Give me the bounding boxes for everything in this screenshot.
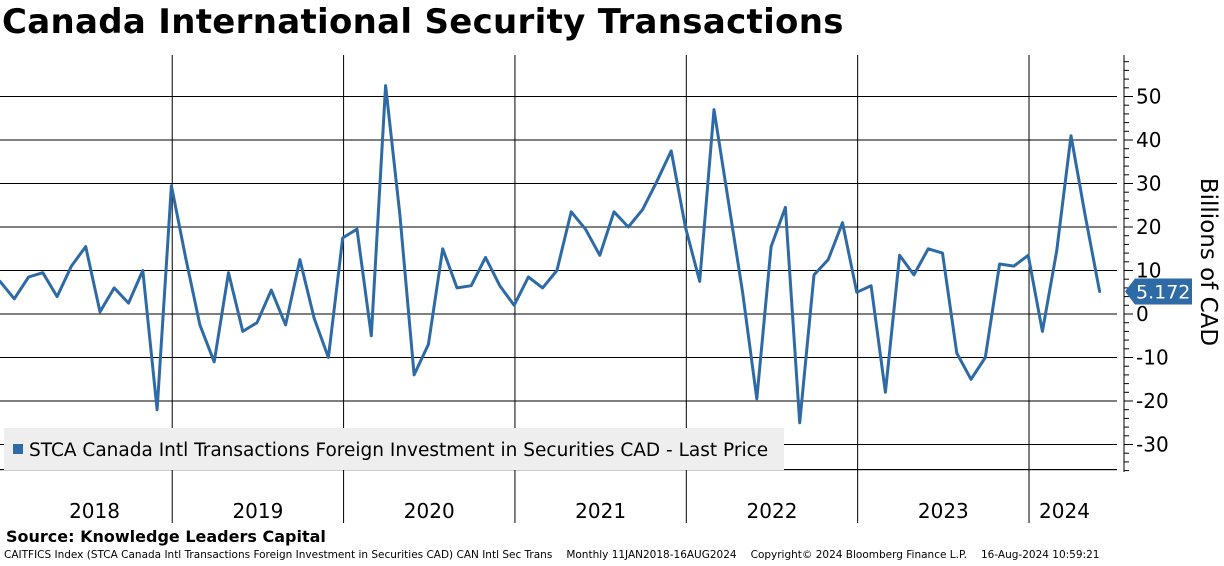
year-label-2024: 2024 <box>1039 499 1090 523</box>
y-tick-label-30: 30 <box>1136 172 1161 196</box>
footer-ticker: CAITFICS Index (STCA Canada Intl Transac… <box>4 549 553 561</box>
legend-label: STCA Canada Intl Transactions Foreign In… <box>29 440 768 461</box>
year-label-2019: 2019 <box>232 499 283 523</box>
y-tick-label--10: -10 <box>1136 346 1169 370</box>
footer-frequency: Monthly 11JAN2018-16AUG2024 <box>566 549 737 561</box>
y-tick-label-20: 20 <box>1136 215 1161 239</box>
source-note: Source: Knowledge Leaders Capital <box>6 527 326 546</box>
legend-background <box>4 428 784 470</box>
horizontal-gridlines <box>0 96 1117 445</box>
footer-copyright: Copyright© 2024 Bloomberg Finance L.P. <box>750 549 967 561</box>
year-label-2020: 2020 <box>404 499 455 523</box>
y-axis-tick-labels: -30 -20 -10 0 10 20 30 40 50 <box>1136 85 1169 457</box>
y-tick-label-40: 40 <box>1136 128 1161 152</box>
last-value-tag-background <box>1125 278 1192 305</box>
y-tick-label--30: -30 <box>1136 433 1169 457</box>
y-tick-label-50: 50 <box>1136 85 1161 109</box>
series-line <box>0 84 1102 425</box>
y-axis-minor-ticks <box>1124 61 1133 472</box>
last-value-label: 5.172 <box>1136 282 1190 304</box>
last-value-tag: 5.172 <box>1125 278 1192 305</box>
y-tick-label-10: 10 <box>1136 259 1161 283</box>
x-axis-year-labels: 2018 2019 2020 2021 2022 2023 2024 <box>69 499 1090 523</box>
year-label-2018: 2018 <box>69 499 120 523</box>
year-label-2022: 2022 <box>747 499 798 523</box>
chart-title: Canada International Security Transactio… <box>2 2 844 42</box>
legend-swatch <box>13 444 23 454</box>
footer-timestamp: 16-Aug-2024 10:59:21 <box>981 549 1100 561</box>
year-label-2021: 2021 <box>575 499 626 523</box>
y-tick-label-0: 0 <box>1136 302 1149 326</box>
legend: STCA Canada Intl Transactions Foreign In… <box>4 428 784 470</box>
footer-line: CAITFICS Index (STCA Canada Intl Transac… <box>4 549 1222 561</box>
y-axis-title: Billions of CAD <box>1195 178 1221 346</box>
y-tick-label--20: -20 <box>1136 389 1169 413</box>
year-label-2023: 2023 <box>918 499 969 523</box>
